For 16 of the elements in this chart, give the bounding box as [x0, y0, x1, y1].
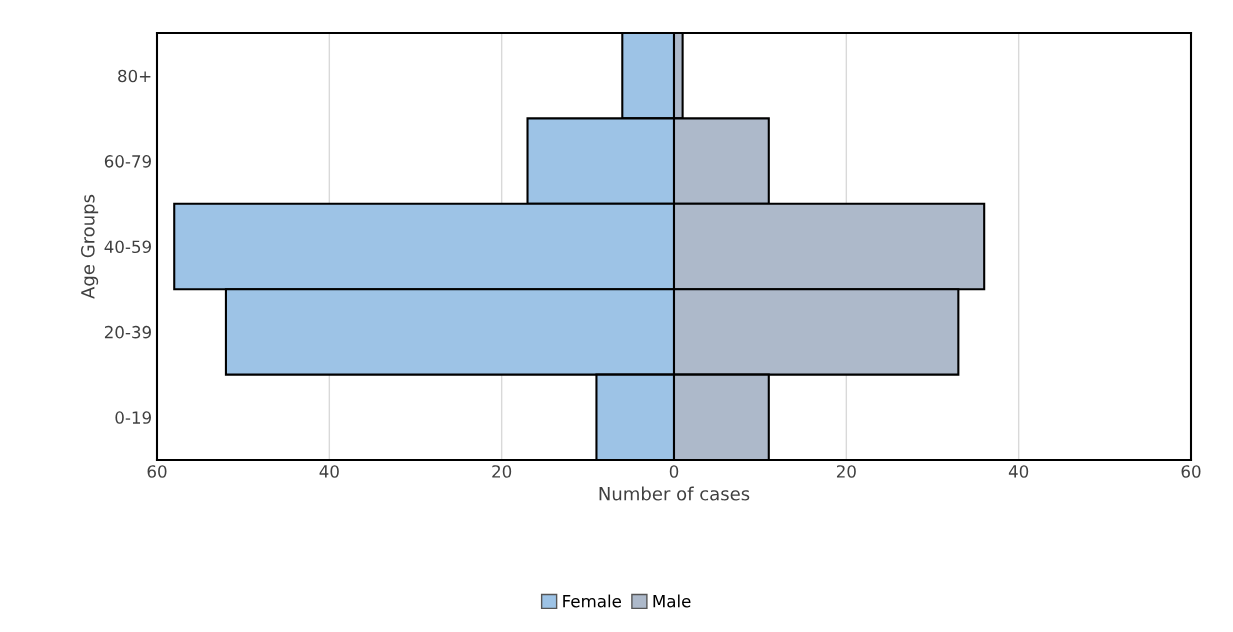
- x-tick-label: 60: [1181, 465, 1201, 478]
- legend-label: Male: [653, 594, 691, 608]
- y-axis-title: Age Groups: [81, 194, 99, 299]
- y-tick-label: 60-79: [104, 155, 151, 168]
- x-axis-title: Number of cases: [599, 486, 750, 501]
- x-tick-label: 40: [1008, 465, 1029, 478]
- x-tick-label: 20: [836, 465, 856, 478]
- x-tick-label: 20: [492, 465, 512, 478]
- y-tick-label: 40-59: [104, 240, 151, 254]
- x-tick-label: 0: [669, 465, 679, 478]
- x-tick-label: 40: [319, 465, 339, 478]
- legend-label: Female: [563, 594, 621, 608]
- y-tick-label: 80+: [118, 69, 151, 83]
- y-tick-label: 20-39: [104, 325, 151, 339]
- y-tick-label: 0-19: [115, 411, 151, 424]
- x-tick-label: 60: [147, 465, 167, 478]
